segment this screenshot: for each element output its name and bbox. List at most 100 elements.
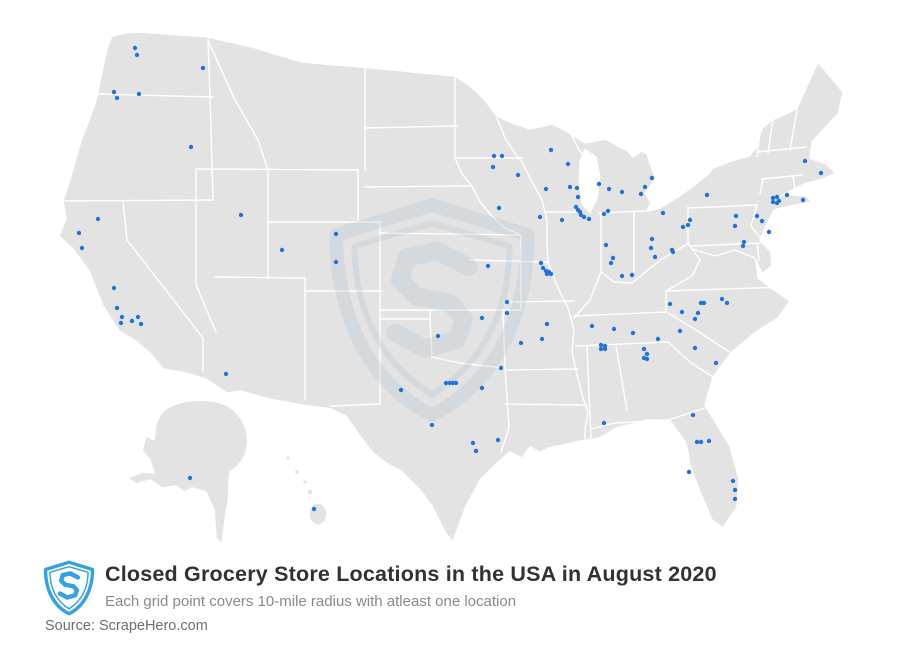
store-location-dot bbox=[539, 336, 545, 342]
store-location-dot bbox=[641, 346, 647, 352]
store-location-dot bbox=[567, 184, 573, 190]
store-location-dot bbox=[574, 185, 580, 191]
store-location-dot bbox=[732, 487, 738, 493]
store-location-dot bbox=[652, 254, 658, 260]
store-location-dot bbox=[111, 285, 117, 291]
store-location-dot bbox=[649, 175, 655, 181]
store-location-dot bbox=[818, 170, 824, 176]
usa-map-svg bbox=[58, 31, 844, 546]
store-location-dot bbox=[504, 299, 510, 305]
store-location-dot bbox=[800, 197, 806, 203]
store-location-dot bbox=[119, 314, 125, 320]
store-location-dot bbox=[670, 249, 676, 255]
source-note: Source: ScrapeHero.com bbox=[45, 618, 208, 634]
store-location-dot bbox=[606, 186, 612, 192]
map-subtitle: Each grid point covers 10-mile radius wi… bbox=[105, 593, 517, 610]
store-location-dot bbox=[132, 45, 138, 51]
store-location-dot bbox=[575, 194, 581, 200]
store-location-dot bbox=[713, 360, 719, 366]
store-location-dot bbox=[548, 271, 554, 277]
store-location-dot bbox=[134, 52, 140, 58]
store-location-dot bbox=[565, 161, 571, 167]
store-location-dot bbox=[638, 191, 644, 197]
store-location-dot bbox=[660, 210, 666, 216]
store-location-dot bbox=[610, 255, 616, 261]
store-location-dot bbox=[223, 371, 229, 377]
store-location-dot bbox=[485, 263, 491, 269]
store-location-dot bbox=[608, 260, 614, 266]
store-location-dot bbox=[518, 340, 524, 346]
store-location-dot bbox=[586, 216, 592, 222]
store-location-dot bbox=[479, 385, 485, 391]
store-location-dot bbox=[784, 192, 790, 198]
store-location-dot bbox=[603, 242, 609, 248]
store-location-dot bbox=[732, 496, 738, 502]
store-location-dot bbox=[548, 147, 554, 153]
store-location-dot bbox=[690, 412, 696, 418]
store-location-dot bbox=[667, 301, 673, 307]
store-location-dot bbox=[741, 239, 747, 245]
store-location-dot bbox=[706, 438, 712, 444]
store-location-dot bbox=[470, 440, 476, 446]
store-location-dot bbox=[733, 213, 739, 219]
store-location-dot bbox=[649, 236, 655, 242]
store-location-dot bbox=[138, 321, 144, 327]
store-location-dot bbox=[770, 199, 776, 205]
store-location-dot bbox=[238, 212, 244, 218]
store-location-dot bbox=[490, 164, 496, 170]
store-location-dot bbox=[686, 469, 692, 475]
store-location-dot bbox=[619, 189, 625, 195]
store-location-dot bbox=[498, 365, 504, 371]
store-location-dot bbox=[601, 420, 607, 426]
store-location-dot bbox=[496, 205, 502, 211]
store-location-dot bbox=[559, 217, 565, 223]
store-location-dot bbox=[679, 309, 685, 315]
store-location-dot bbox=[687, 217, 693, 223]
store-location-dot bbox=[677, 328, 683, 334]
state-borders bbox=[63, 37, 807, 453]
store-location-dot bbox=[333, 259, 339, 265]
store-location-dot bbox=[730, 478, 736, 484]
store-location-dot bbox=[136, 91, 142, 97]
store-location-dot bbox=[719, 296, 725, 302]
store-location-dot bbox=[200, 65, 206, 71]
store-location-dot bbox=[491, 153, 497, 159]
store-location-dot bbox=[581, 214, 587, 220]
store-location-dot bbox=[602, 346, 608, 352]
store-location-dot bbox=[129, 318, 135, 324]
store-location-dot bbox=[515, 172, 521, 178]
store-location-dot bbox=[435, 333, 441, 339]
store-location-dot bbox=[543, 186, 549, 192]
alaska-shape bbox=[127, 399, 249, 546]
lake-michigan-shape bbox=[578, 148, 601, 214]
store-location-dot bbox=[540, 265, 546, 271]
store-location-dot bbox=[111, 89, 117, 95]
store-location-dot bbox=[754, 213, 760, 219]
store-location-dot bbox=[770, 195, 776, 201]
store-location-dot bbox=[701, 300, 707, 306]
store-location-dot bbox=[698, 439, 704, 445]
store-location-dot bbox=[605, 208, 611, 214]
store-location-dot bbox=[114, 95, 120, 101]
store-location-dot bbox=[95, 216, 101, 222]
store-location-dot bbox=[802, 158, 808, 164]
store-location-dot bbox=[537, 214, 543, 220]
store-location-dot bbox=[694, 439, 700, 445]
store-location-dot bbox=[598, 342, 604, 348]
store-location-dot bbox=[759, 218, 765, 224]
store-location-dot bbox=[333, 231, 339, 237]
store-location-dot bbox=[504, 310, 510, 316]
us-land-group bbox=[58, 31, 844, 546]
hawaii-shape bbox=[285, 455, 328, 526]
continental-us-shape bbox=[58, 31, 844, 543]
store-location-dot bbox=[774, 200, 780, 206]
store-location-dot bbox=[601, 211, 607, 217]
map-title: Closed Grocery Store Locations in the US… bbox=[105, 562, 717, 586]
store-location-dot bbox=[648, 245, 654, 251]
store-location-dot bbox=[695, 310, 701, 316]
store-location-dot bbox=[495, 437, 501, 443]
store-location-dot bbox=[644, 351, 650, 357]
scrapehero-logo bbox=[41, 560, 97, 616]
store-location-dot bbox=[479, 315, 485, 321]
store-location-dot bbox=[118, 320, 124, 326]
